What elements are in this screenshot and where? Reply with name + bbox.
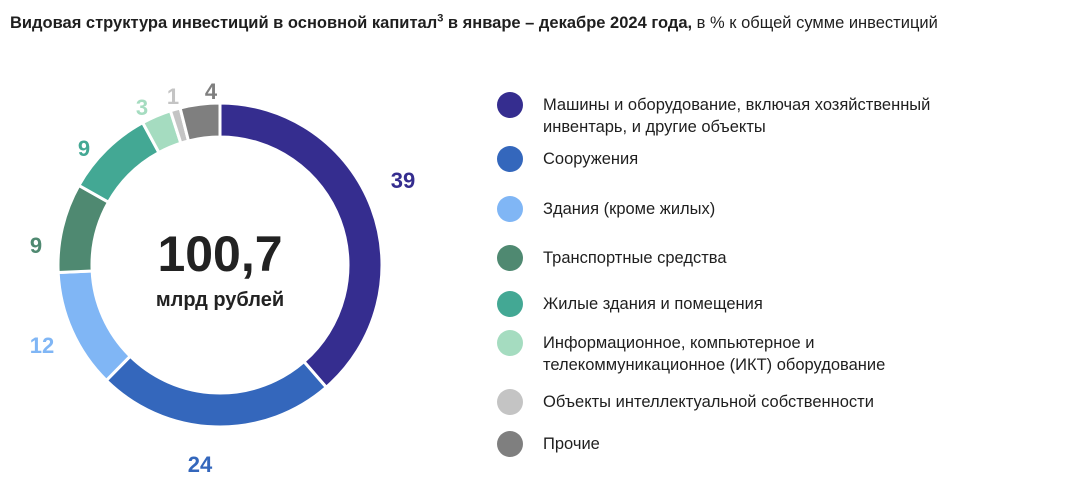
data-label-structures: 24 [188, 452, 213, 477]
title-unit: в % к общей сумме инвестиций [692, 14, 938, 32]
donut-segment-buildings [56, 269, 133, 383]
legend-swatch [497, 196, 523, 222]
donut-segment-other [178, 101, 222, 143]
data-label-ict: 3 [136, 95, 148, 120]
title-period: в январе – декабре 2024 года, [443, 14, 693, 32]
data-label-other: 4 [205, 79, 218, 104]
total-value: 100,7 [157, 226, 283, 282]
data-label-housing: 9 [78, 136, 90, 161]
legend-swatch [497, 431, 523, 457]
donut-segment-structures [104, 354, 329, 429]
legend-swatch [497, 389, 523, 415]
total-unit: млрд рублей [155, 289, 285, 311]
data-label-vehicles: 9 [30, 233, 42, 258]
title-bold: Видовая структура инвестиций в основной … [10, 14, 438, 32]
legend-label: Объекты интеллектуальной собственности [543, 393, 874, 411]
legend-swatch [497, 146, 523, 172]
data-label-buildings: 12 [30, 333, 54, 358]
legend-swatch [497, 291, 523, 317]
legend-label: Прочие [543, 435, 600, 453]
legend-label: Сооружения [543, 150, 639, 168]
legend-swatch [497, 330, 523, 356]
donut-segment-housing [76, 120, 161, 205]
donut-chart: 39 24 12 9 9 3 1 4 [30, 79, 415, 477]
donut-segment-machinery [218, 101, 384, 390]
data-label-ip: 1 [167, 84, 179, 109]
legend-label: Здания (кроме жилых) [543, 200, 716, 218]
legend-swatch [497, 245, 523, 271]
legend-label: Транспортные средства [543, 249, 727, 267]
legend-label: Жилые здания и помещения [543, 295, 763, 313]
chart-title: Видовая структура инвестиций в основной … [10, 12, 1085, 34]
legend-label: Информационное, компьютерное и телекоммун… [543, 334, 886, 374]
legend-label: Машины и оборудование, включая хозяйстве… [543, 96, 931, 136]
title-footnote-mark: 3 [437, 12, 444, 25]
data-label-machinery: 39 [391, 168, 415, 193]
legend-swatch [497, 92, 523, 118]
